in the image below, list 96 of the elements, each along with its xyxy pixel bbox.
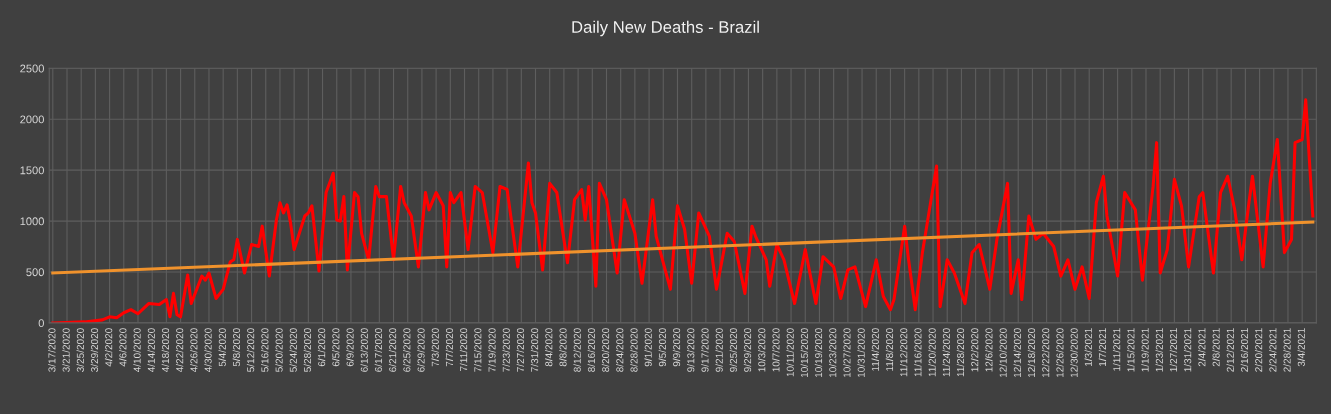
x-tick-label: 8/20/2020 — [601, 328, 610, 372]
x-tick-label: 10/3/2020 — [758, 328, 766, 372]
x-tick-label: 10/11/2020 — [786, 328, 794, 377]
x-tick-label: 11/24/2020 — [942, 328, 950, 377]
x-tick-label: 3/25/2020 — [76, 328, 84, 372]
x-tick-label: 6/1/2020 — [317, 328, 326, 367]
x-tick-label: 3/17/2020 — [48, 328, 56, 372]
x-tick-label: 5/24/2020 — [289, 328, 297, 372]
x-tick-label: 6/25/2020 — [403, 328, 411, 372]
x-tick-label: 2/24/2021 — [1269, 328, 1277, 372]
x-tick-label: 5/28/2020 — [303, 328, 312, 372]
x-tick-label: 4/6/2020 — [119, 328, 127, 367]
x-tick-label: 6/29/2020 — [417, 328, 425, 372]
x-tick-label: 10/23/2020 — [828, 328, 837, 378]
x-tick-label: 8/16/2020 — [587, 328, 595, 372]
x-tick-label: 10/27/2020 — [843, 328, 851, 378]
x-tick-label: 2/4/2021 — [1198, 328, 1206, 367]
x-tick-label: 11/20/2020 — [928, 328, 936, 377]
x-tick-label: 4/14/2020 — [147, 328, 155, 373]
x-tick-label: 1/7/2021 — [1098, 328, 1107, 366]
chart-title: Daily New Deaths - Brazil — [572, 20, 759, 37]
x-tick-label: 9/9/2020 — [672, 328, 681, 367]
x-tick-label: 9/29/2020 — [743, 328, 752, 372]
x-tick-label: 4/18/2020 — [161, 328, 170, 373]
y-tick-label: 2500 — [20, 64, 44, 73]
x-tick-label: 11/12/2020 — [899, 328, 908, 377]
y-tick-label: 500 — [26, 268, 44, 277]
x-tick-label: 8/12/2020 — [573, 328, 581, 372]
x-tick-label: 11/8/2020 — [885, 328, 894, 371]
x-tick-label: 11/16/2020 — [914, 328, 922, 377]
x-tick-label: 7/11/2020 — [459, 328, 468, 372]
x-tick-label: 7/31/2020 — [530, 328, 539, 372]
x-tick-label: 8/4/2020 — [545, 328, 553, 367]
y-tick-label: 1000 — [20, 217, 44, 226]
x-tick-label: 1/3/2021 — [1084, 328, 1092, 366]
y-tick-label: 0 — [38, 319, 44, 328]
x-tick-label: 5/16/2020 — [261, 328, 269, 372]
x-tick-label: 6/13/2020 — [360, 328, 368, 372]
x-tick-label: 9/21/2020 — [715, 328, 723, 372]
x-tick-label: 1/11/2021 — [1112, 328, 1121, 371]
x-tick-label: 12/6/2020 — [985, 328, 993, 372]
x-tick-label: 4/30/2020 — [204, 328, 212, 373]
x-tick-label: 5/12/2020 — [246, 328, 255, 372]
x-tick-label: 5/20/2020 — [275, 328, 283, 372]
x-tick-label: 8/24/2020 — [616, 328, 624, 372]
x-tick-label: 10/19/2020 — [814, 328, 823, 378]
x-tick-label: 4/10/2020 — [133, 328, 141, 373]
x-tick-label: 1/23/2021 — [1155, 328, 1163, 372]
x-tick-label: 12/2/2020 — [970, 328, 979, 372]
x-tick-label: 2/28/2021 — [1283, 328, 1291, 372]
x-tick-label: 6/9/2020 — [346, 328, 354, 367]
x-tick-label: 2/20/2021 — [1254, 328, 1263, 372]
x-tick-label: 7/19/2020 — [488, 328, 496, 372]
x-tick-label: 10/31/2020 — [857, 328, 865, 378]
x-tick-label: 12/26/2020 — [1056, 328, 1064, 378]
x-tick-label: 2/16/2021 — [1240, 328, 1249, 372]
x-tick-label: 9/25/2020 — [729, 328, 737, 372]
x-tick-label: 1/19/2021 — [1141, 328, 1149, 372]
y-tick-label: 2000 — [20, 115, 44, 124]
x-tick-label: 11/4/2020 — [871, 328, 879, 371]
x-tick-label: 7/15/2020 — [474, 328, 482, 372]
x-tick-label: 6/21/2020 — [388, 328, 397, 372]
x-tick-label: 10/7/2020 — [772, 328, 780, 372]
x-tick-label: 7/27/2020 — [516, 328, 524, 372]
x-tick-label: 12/10/2020 — [999, 328, 1007, 378]
x-tick-label: 9/17/2020 — [701, 328, 709, 372]
x-tick-label: 7/7/2020 — [445, 328, 454, 367]
x-tick-label: 8/28/2020 — [630, 328, 638, 372]
x-tick-label: 2/12/2021 — [1226, 328, 1234, 372]
x-tick-label: 9/1/2020 — [644, 328, 652, 367]
x-tick-label: 3/29/2020 — [90, 328, 99, 372]
x-tick-label: 5/8/2020 — [232, 328, 241, 367]
x-tick-label: 4/2/2020 — [104, 328, 113, 367]
y-tick-label: 1500 — [20, 166, 44, 175]
x-tick-label: 9/13/2020 — [687, 328, 695, 372]
x-tick-label: 11/28/2020 — [956, 328, 965, 377]
x-tick-label: 8/8/2020 — [559, 328, 567, 367]
x-tick-label: 12/14/2020 — [1013, 328, 1021, 378]
x-tick-label: 3/4/2021 — [1297, 328, 1305, 367]
x-tick-label: 7/23/2020 — [502, 328, 510, 372]
x-tick-label: 4/22/2020 — [175, 328, 184, 373]
x-tick-label: 6/5/2020 — [332, 328, 340, 367]
x-tick-label: 9/5/2020 — [658, 328, 666, 367]
x-tick-label: 1/27/2021 — [1169, 328, 1178, 372]
x-tick-label: 12/30/2020 — [1070, 328, 1078, 378]
x-tick-label: 2/8/2021 — [1212, 328, 1220, 367]
x-tick-label: 10/15/2020 — [800, 328, 808, 378]
x-tick-label: 7/3/2020 — [431, 328, 439, 367]
x-tick-label: 6/17/2020 — [374, 328, 383, 372]
x-tick-label: 5/4/2020 — [218, 328, 226, 367]
x-tick-label: 12/22/2020 — [1041, 328, 1050, 378]
x-tick-label: 3/21/2020 — [62, 328, 70, 372]
x-tick-label: 12/18/2020 — [1027, 328, 1036, 378]
x-tick-label: 1/31/2021 — [1183, 328, 1192, 372]
x-tick-label: 1/15/2021 — [1127, 328, 1135, 372]
x-tick-label: 4/26/2020 — [190, 328, 198, 373]
